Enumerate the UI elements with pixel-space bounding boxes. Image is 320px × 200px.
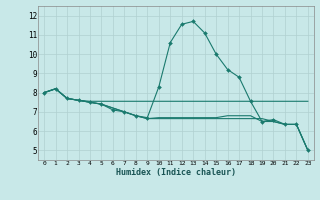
X-axis label: Humidex (Indice chaleur): Humidex (Indice chaleur) (116, 168, 236, 177)
